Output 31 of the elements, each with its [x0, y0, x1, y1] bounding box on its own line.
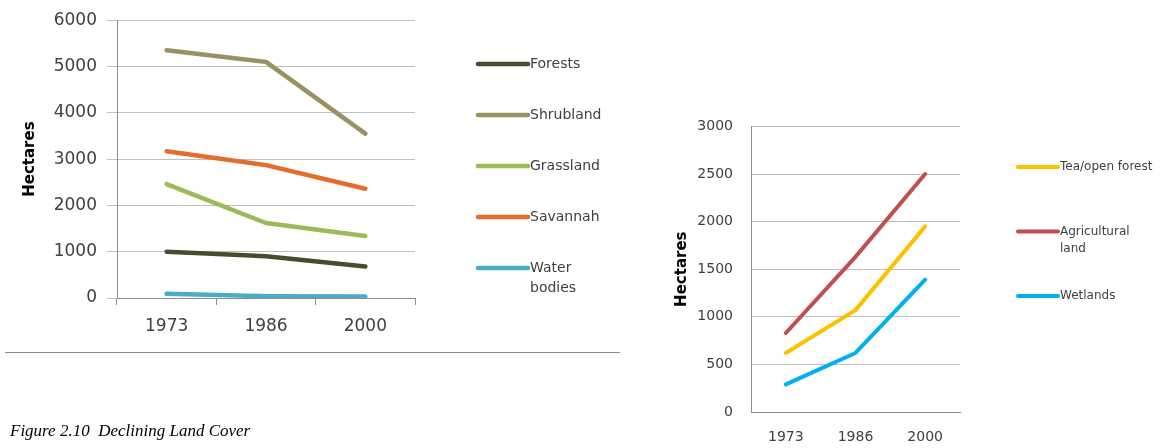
y-tick-label: 1000 — [53, 240, 97, 261]
y-tick-label: 1500 — [697, 259, 733, 276]
y-tick-label: 0 — [724, 402, 733, 419]
legend-label: Water bodies — [530, 258, 577, 295]
y-tick-label: 4000 — [53, 101, 97, 122]
caption: Figure 2.10 Declining Land Cover — [10, 421, 251, 441]
x-tick-label: 1986 — [244, 314, 288, 335]
y-tick-label: 2500 — [697, 164, 733, 181]
x-tick-label: 1973 — [768, 428, 804, 445]
x-tick-label: 1973 — [145, 314, 189, 335]
y-axis-title: Hectares — [19, 121, 38, 197]
x-tick-label: 2000 — [907, 428, 943, 445]
y-axis-title: Hectares — [671, 231, 690, 307]
legend-label: Forests — [530, 54, 581, 71]
y-tick-label: 3000 — [53, 147, 97, 168]
legend-label: Agricultural land — [1060, 223, 1130, 256]
y-tick-label: 0 — [86, 286, 97, 307]
y-tick-label: 6000 — [53, 8, 97, 29]
x-tick-label: 2000 — [343, 314, 387, 335]
y-tick-label: 2000 — [697, 212, 733, 229]
legend-label: Tea/open forest — [1059, 159, 1153, 174]
legend-label: Savannah — [530, 207, 600, 224]
legend-label: Shrubland — [530, 105, 602, 122]
y-tick-label: 500 — [706, 355, 733, 372]
y-tick-label: 5000 — [53, 54, 97, 75]
y-tick-label: 2000 — [53, 193, 97, 214]
x-tick-label: 1986 — [837, 428, 874, 445]
y-tick-label: 1000 — [697, 307, 733, 324]
legend-label: Grassland — [530, 156, 600, 173]
y-tick-label: 3000 — [697, 117, 733, 134]
legend-label: Wetlands — [1060, 288, 1116, 303]
